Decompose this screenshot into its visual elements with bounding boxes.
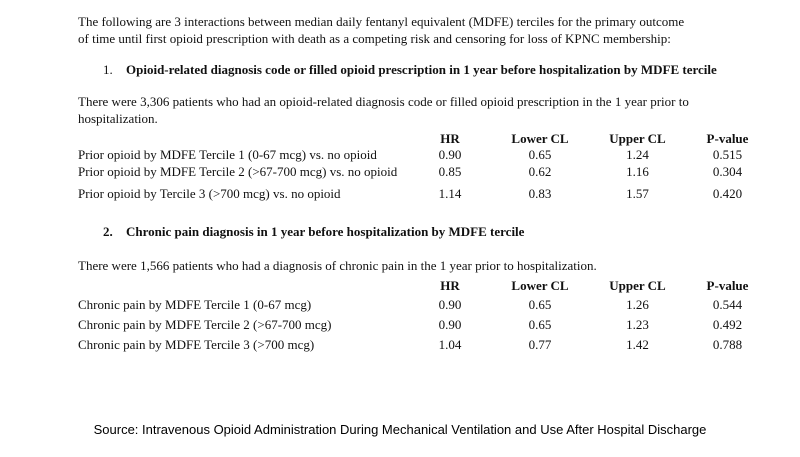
hr-value: 0.85 xyxy=(438,164,462,179)
hr-column-header: HR xyxy=(440,131,460,146)
table-header-row: HR Lower CL Upper CL P-value xyxy=(78,130,748,146)
lower-cl-value: 0.62 xyxy=(528,164,552,179)
row-label: Prior opioid by MDFE Tercile 1 (0-67 mcg… xyxy=(78,147,377,162)
table-row: Prior opioid by MDFE Tercile 2 (>67-700 … xyxy=(78,163,748,180)
table-row: Chronic pain by MDFE Tercile 1 (0-67 mcg… xyxy=(78,296,748,313)
p-value: 0.544 xyxy=(712,297,743,312)
p-value-column-header: P-value xyxy=(706,131,749,146)
table-header-row: HR Lower CL Upper CL P-value xyxy=(78,277,748,293)
hr-value: 1.14 xyxy=(438,186,462,201)
lower-cl-value: 0.65 xyxy=(528,147,552,162)
intro-line-1: The following are 3 interactions between… xyxy=(78,14,685,29)
upper-cl-value: 1.16 xyxy=(626,164,649,179)
upper-cl-value: 1.23 xyxy=(626,317,649,332)
hr-value: 0.90 xyxy=(438,317,462,332)
lower-cl-value: 0.65 xyxy=(528,297,552,312)
section-2-heading-text: Chronic pain diagnosis in 1 year before … xyxy=(126,224,525,239)
lower-cl-value: 0.83 xyxy=(528,186,552,201)
section-1-heading: 1. Opioid-related diagnosis code or fille… xyxy=(78,61,748,78)
table-row: Chronic pain by MDFE Tercile 3 (>700 mcg… xyxy=(78,336,748,353)
section-1-description: There were 3,306 patients who had an opi… xyxy=(78,93,748,127)
p-value: 0.788 xyxy=(712,337,743,352)
lower-cl-value: 0.77 xyxy=(528,337,552,352)
p-value: 0.420 xyxy=(712,186,743,201)
intro-paragraph: The following are 3 interactions between… xyxy=(78,13,748,47)
hr-value: 0.90 xyxy=(438,147,462,162)
section-1-description-line-2: hospitalization. xyxy=(78,111,158,126)
upper-cl-value: 1.24 xyxy=(626,147,649,162)
upper-cl-column-header: Upper CL xyxy=(609,131,666,146)
lower-cl-value: 0.65 xyxy=(528,317,552,332)
p-value-column-header: P-value xyxy=(706,278,749,293)
p-value: 0.515 xyxy=(712,147,743,162)
hr-value: 1.04 xyxy=(438,337,462,352)
row-label: Prior opioid by Tercile 3 (>700 mcg) vs.… xyxy=(78,186,341,201)
section-1-heading-text: Opioid-related diagnosis code or filled … xyxy=(126,62,717,77)
hr-value: 0.90 xyxy=(438,297,462,312)
hr-column-header: HR xyxy=(440,278,460,293)
p-value: 0.492 xyxy=(712,317,743,332)
section-2-description-line-1: There were 1,566 patients who had a diag… xyxy=(78,258,597,273)
row-label: Chronic pain by MDFE Tercile 2 (>67-700 … xyxy=(78,317,332,332)
lower-cl-column-header: Lower CL xyxy=(511,278,569,293)
table-row: Chronic pain by MDFE Tercile 2 (>67-700 … xyxy=(78,316,748,333)
section-2-table: HR Lower CL Upper CL P-value Chronic pai… xyxy=(78,277,748,353)
section-1-table: HR Lower CL Upper CL P-value Prior opioi… xyxy=(78,130,748,202)
section-2-number: 2. xyxy=(103,224,113,239)
p-value: 0.304 xyxy=(712,164,743,179)
lower-cl-column-header: Lower CL xyxy=(511,131,569,146)
row-label: Prior opioid by MDFE Tercile 2 (>67-700 … xyxy=(78,164,398,179)
intro-line-2: of time until first opioid prescription … xyxy=(78,31,671,46)
row-label: Chronic pain by MDFE Tercile 1 (0-67 mcg… xyxy=(78,297,312,312)
section-1-number: 1. xyxy=(103,62,113,77)
section-2-heading: 2. Chronic pain diagnosis in 1 year befor… xyxy=(78,223,748,240)
upper-cl-value: 1.26 xyxy=(626,297,649,312)
upper-cl-column-header: Upper CL xyxy=(609,278,666,293)
section-1-description-line-1: There were 3,306 patients who had an opi… xyxy=(78,94,689,109)
upper-cl-value: 1.42 xyxy=(626,337,649,352)
table-row: Prior opioid by Tercile 3 (>700 mcg) vs.… xyxy=(78,185,748,202)
upper-cl-value: 1.57 xyxy=(626,186,649,201)
table-row: Prior opioid by MDFE Tercile 1 (0-67 mcg… xyxy=(78,146,748,163)
row-label: Chronic pain by MDFE Tercile 3 (>700 mcg… xyxy=(78,337,315,352)
section-2-description: There were 1,566 patients who had a diag… xyxy=(78,257,748,274)
source-caption: Source: Intravenous Opioid Administratio… xyxy=(93,422,707,437)
